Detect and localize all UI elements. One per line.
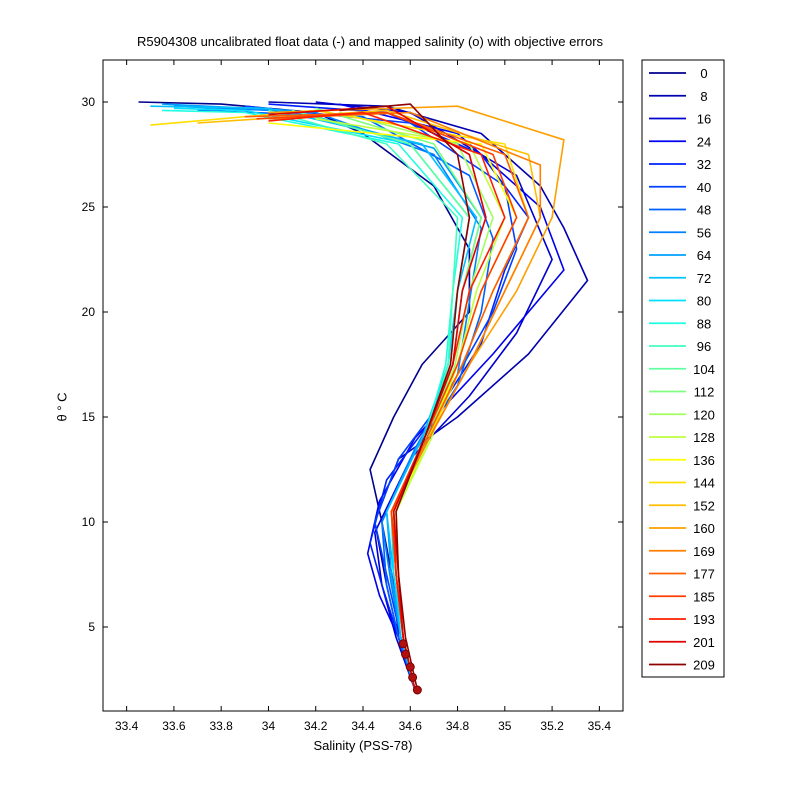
mapped-salinity-point (412, 685, 422, 695)
chart-title: R5904308 uncalibrated float data (-) and… (136, 34, 604, 49)
legend-label-177: 177 (693, 567, 715, 582)
legend-label-201: 201 (693, 635, 715, 650)
legend-label-160: 160 (693, 521, 715, 536)
legend-label-0: 0 (700, 66, 707, 81)
x-tick-label: 35 (498, 719, 512, 733)
x-tick-label: 34.8 (446, 719, 470, 733)
legend-label-48: 48 (697, 203, 711, 218)
mapped-points (398, 639, 422, 695)
legend-label-96: 96 (697, 339, 711, 354)
y-tick-label: 20 (82, 305, 96, 319)
legend-label-64: 64 (697, 248, 711, 263)
legend-label-56: 56 (697, 225, 711, 240)
legend-label-80: 80 (697, 294, 711, 309)
y-tick-label: 5 (88, 620, 95, 634)
x-tick-label: 35.2 (540, 719, 564, 733)
legend-label-112: 112 (694, 385, 715, 400)
legend-label-169: 169 (693, 544, 715, 559)
plot-area-frame (102, 59, 624, 712)
legend-label-8: 8 (700, 89, 707, 104)
legend-label-72: 72 (697, 271, 711, 286)
x-tick-label: 34.4 (351, 719, 375, 733)
x-tick-label: 33.8 (210, 719, 234, 733)
legend-label-152: 152 (693, 498, 715, 513)
y-tick-label: 15 (82, 410, 96, 424)
legend-label-209: 209 (693, 658, 715, 673)
series-line-209 (339, 103, 471, 691)
legend-label-32: 32 (697, 157, 711, 172)
y-tick-label: 10 (82, 515, 96, 529)
y-tick-label: 25 (82, 200, 96, 214)
mapped-salinity-point (408, 672, 418, 682)
legend-label-193: 193 (693, 612, 715, 627)
x-tick-label: 34.6 (399, 719, 423, 733)
mapped-salinity-point (405, 662, 415, 672)
legend-label-104: 104 (693, 362, 715, 377)
legend-label-16: 16 (697, 112, 711, 127)
y-tick-label: 30 (82, 95, 96, 109)
x-tick-label: 34 (262, 719, 276, 733)
legend-label-120: 120 (693, 407, 715, 422)
series-lines (138, 101, 589, 691)
mapped-salinity-point (398, 639, 408, 649)
mapped-salinity-point (401, 649, 411, 659)
x-axis-label: Salinity (PSS-78) (313, 738, 413, 753)
legend-label-88: 88 (697, 316, 711, 331)
series-line-32 (268, 103, 530, 691)
x-tick-label: 34.2 (304, 719, 328, 733)
x-tick-label: 33.4 (115, 719, 139, 733)
legend: 0 8 16 24 32 40 48 56 64 72 80 88 96 104 112 120 128 136 1… (641, 59, 725, 678)
legend-label-24: 24 (697, 134, 711, 149)
legend-label-136: 136 (693, 453, 715, 468)
y-axis-label: θ ° C (54, 392, 70, 422)
axis-ticks: 33.4 33.6 33.8 34 34.2 34.4 34.6 34.8 35 35.2 35.4… (82, 60, 623, 733)
legend-label-185: 185 (693, 589, 715, 604)
legend-label-40: 40 (697, 180, 711, 195)
x-tick-label: 35.4 (588, 719, 612, 733)
legend-label-144: 144 (693, 476, 715, 491)
x-tick-label: 33.6 (162, 719, 186, 733)
legend-label-128: 128 (693, 430, 715, 445)
